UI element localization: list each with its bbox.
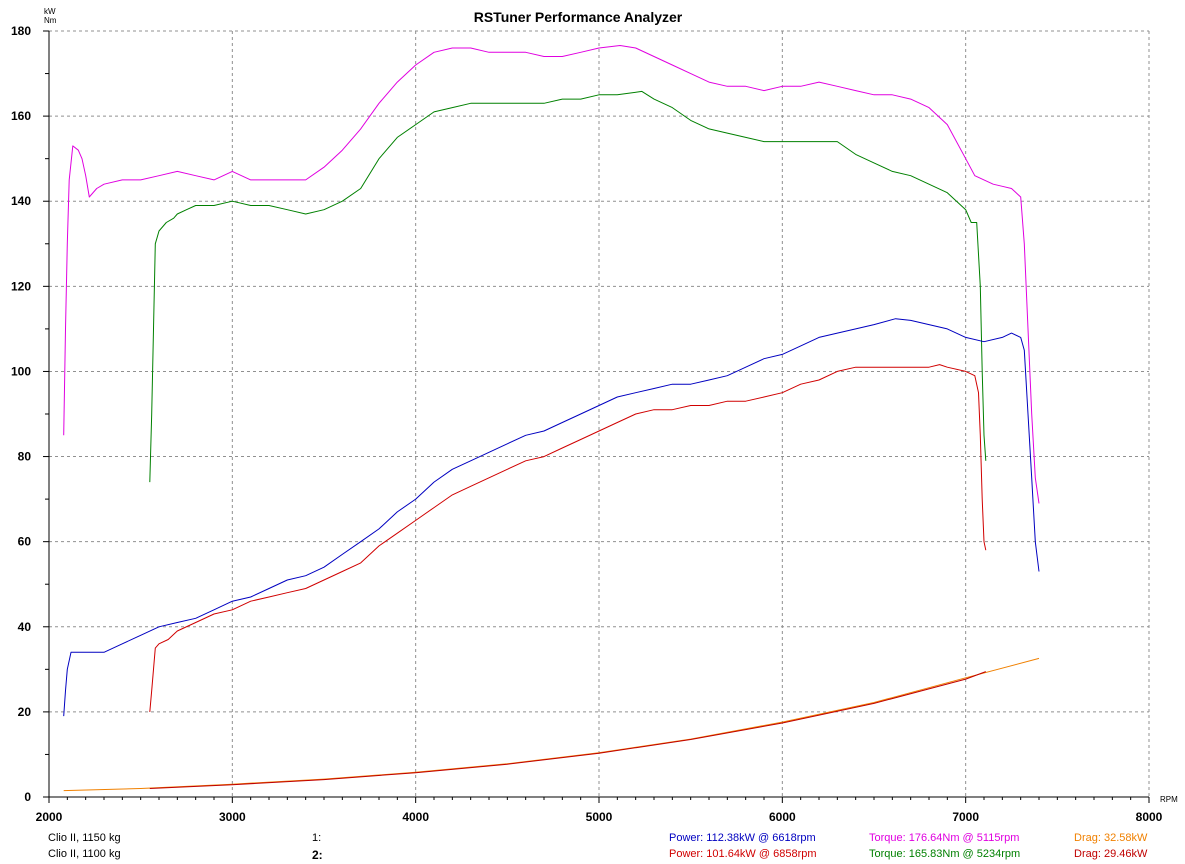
series-line-power-2 bbox=[149, 364, 987, 712]
x-axis-label: RPM bbox=[1160, 795, 1178, 804]
drag-1-summary: Drag: 32.58kW bbox=[1074, 832, 1148, 844]
x-tick-label: 4000 bbox=[402, 810, 429, 824]
y-tick-label: 0 bbox=[24, 790, 31, 804]
x-tick-label: 6000 bbox=[769, 810, 796, 824]
x-tick-label: 3000 bbox=[219, 810, 246, 824]
series bbox=[63, 45, 1040, 792]
torque-2-summary: Torque: 165.83Nm @ 5234rpm bbox=[869, 848, 1021, 860]
x-tick-label: 2000 bbox=[36, 810, 63, 824]
series-line-drag-2 bbox=[149, 671, 986, 789]
axes bbox=[43, 30, 1150, 803]
y-tick-label: 140 bbox=[11, 194, 31, 208]
y-tick-label: 180 bbox=[11, 24, 31, 38]
power-2-summary: Power: 101.64kW @ 6858rpm bbox=[669, 848, 817, 860]
y-tick-label: 120 bbox=[11, 279, 31, 293]
series-line-torque-1 bbox=[63, 45, 1040, 504]
x-tick-label: 7000 bbox=[952, 810, 979, 824]
tick-labels: 0 20 40 60 80 100 120 140 160 180 2000 3000 4000 5000… bbox=[11, 24, 1163, 824]
series-line-torque-2 bbox=[149, 90, 987, 483]
y-tick-label: 80 bbox=[18, 450, 32, 464]
x-tick-label: 8000 bbox=[1136, 810, 1163, 824]
drag-2-summary: Drag: 29.46kW bbox=[1074, 848, 1148, 860]
power-1-summary: Power: 112.38kW @ 6618rpm bbox=[669, 832, 816, 844]
grid bbox=[49, 30, 1150, 797]
x-tick-label: 5000 bbox=[586, 810, 613, 824]
vehicle-2-label: Clio II, 1100 kg bbox=[48, 848, 121, 860]
y-tick-label: 60 bbox=[18, 535, 32, 549]
y-tick-label: 20 bbox=[18, 705, 32, 719]
run-2-index: 2: bbox=[312, 848, 323, 862]
chart-title: RSTuner Performance Analyzer bbox=[474, 9, 683, 25]
series-line-power-1 bbox=[63, 318, 1040, 717]
y-tick-label: 40 bbox=[18, 620, 32, 634]
run-1-index: 1: bbox=[312, 832, 322, 844]
vehicle-1-label: Clio II, 1150 kg bbox=[48, 832, 121, 844]
y-tick-label: 160 bbox=[11, 109, 31, 123]
torque-1-summary: Torque: 176.64Nm @ 5115rpm bbox=[869, 832, 1020, 844]
y-unit-kw: kW bbox=[44, 7, 56, 16]
y-tick-label: 100 bbox=[11, 364, 31, 378]
series-line-drag-1 bbox=[63, 657, 1040, 792]
y-unit-nm: Nm bbox=[44, 16, 57, 25]
